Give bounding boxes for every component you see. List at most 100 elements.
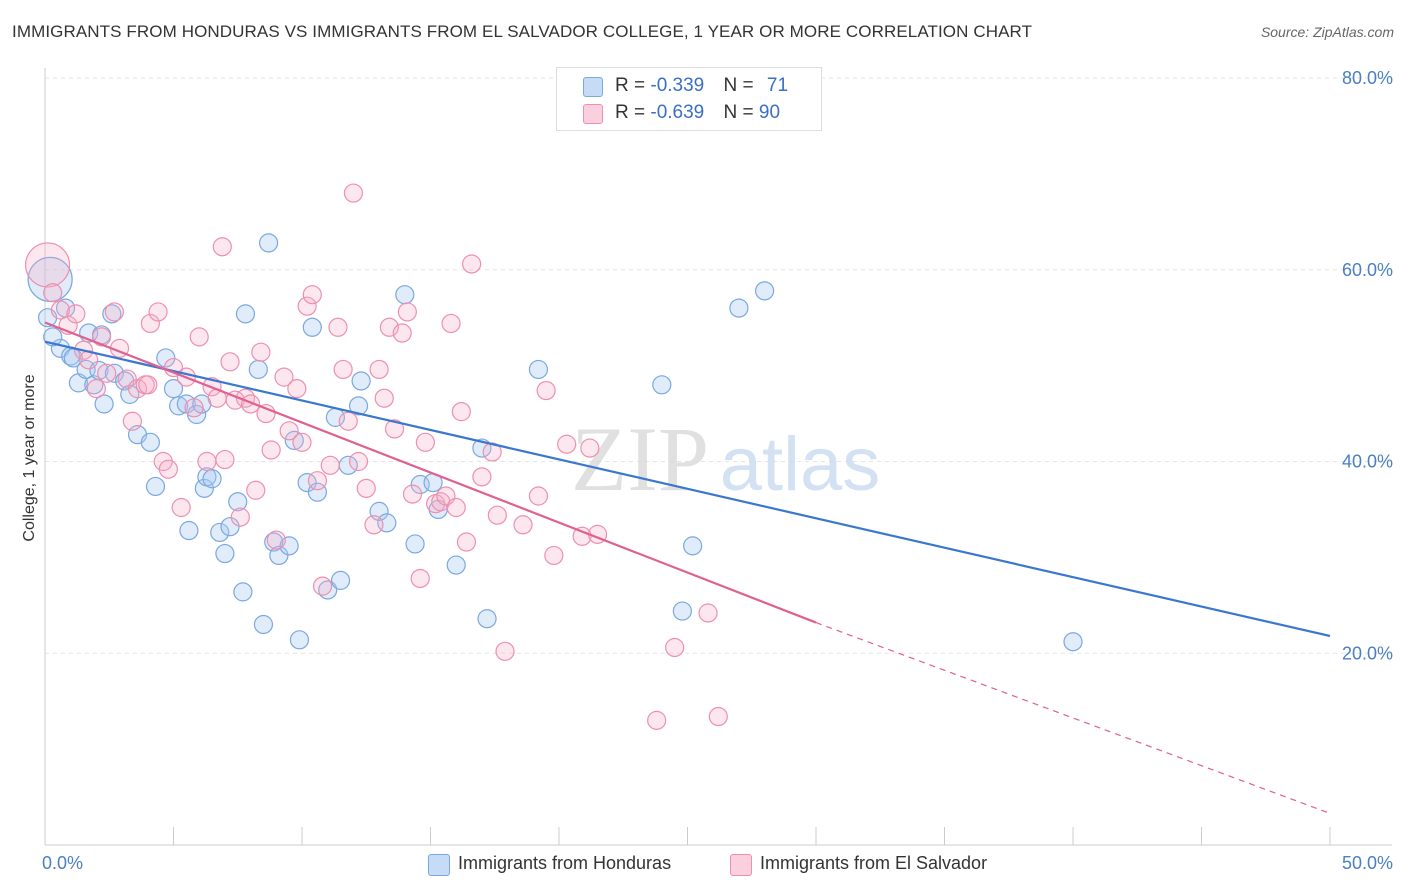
legend-n-value: 71 xyxy=(766,75,789,96)
point-el-salvador xyxy=(104,302,124,322)
point-honduras xyxy=(94,394,114,414)
point-honduras xyxy=(156,348,176,368)
point-el-salvador xyxy=(364,515,384,535)
chart-title: IMMIGRANTS FROM HONDURAS VS IMMIGRANTS F… xyxy=(12,22,1033,41)
legend-n-label: N = xyxy=(723,102,759,123)
point-el-salvador xyxy=(297,296,317,316)
trend-line-el-salvador xyxy=(44,321,817,624)
point-honduras xyxy=(215,543,235,564)
point-el-salvador xyxy=(495,641,515,661)
point-el-salvador xyxy=(415,432,435,452)
point-el-salvador xyxy=(446,497,466,518)
point-el-salvador xyxy=(647,710,667,730)
point-el-salvador xyxy=(392,323,412,343)
point-el-salvador xyxy=(140,313,160,334)
point-el-salvador xyxy=(279,421,299,441)
watermark-zip: ZIP xyxy=(571,408,709,510)
legend-swatch-honduras xyxy=(583,77,603,97)
trend-line-el-salvador-extension xyxy=(815,622,1331,814)
point-honduras xyxy=(145,476,166,497)
point-el-salvador xyxy=(184,398,204,418)
point-honduras xyxy=(307,482,328,502)
watermark: ZIP atlas xyxy=(571,408,880,510)
point-el-salvador xyxy=(456,532,477,552)
point-el-salvador xyxy=(91,327,112,347)
point-honduras xyxy=(672,601,692,621)
point-el-salvador xyxy=(256,403,276,424)
point-el-salvador xyxy=(572,526,592,546)
point-el-salvador xyxy=(374,388,394,408)
point-el-salvador xyxy=(189,327,209,347)
point-honduras xyxy=(652,375,672,395)
point-el-salvador xyxy=(138,375,158,395)
point-honduras xyxy=(528,359,549,380)
point-el-salvador xyxy=(261,440,281,460)
point-honduras xyxy=(220,517,240,537)
series-label-honduras: Immigrants from Honduras xyxy=(458,853,672,873)
point-el-salvador xyxy=(197,451,217,472)
point-el-salvador xyxy=(343,183,363,203)
series-swatch-el-salvador xyxy=(730,854,752,876)
point-honduras xyxy=(140,432,160,452)
point-el-salvador xyxy=(397,302,417,322)
watermark-atlas: atlas xyxy=(720,422,881,507)
y-tick-label: 40.0% xyxy=(1342,452,1393,472)
point-el-salvador xyxy=(462,254,482,274)
point-el-salvador xyxy=(122,411,142,431)
point-honduras xyxy=(202,469,222,489)
point-el-salvador xyxy=(369,359,389,380)
point-el-salvador xyxy=(410,568,430,589)
point-el-salvador xyxy=(348,451,369,472)
point-el-salvador xyxy=(251,342,271,362)
point-honduras xyxy=(228,492,248,512)
point-el-salvador xyxy=(536,380,556,401)
point-el-salvador xyxy=(50,300,71,320)
y-tick-label: 20.0% xyxy=(1342,643,1393,663)
point-el-salvador xyxy=(513,515,533,535)
point-honduras xyxy=(210,522,230,543)
point-honduras xyxy=(1063,632,1083,652)
series-legend: Immigrants from Honduras Immigrants from… xyxy=(0,852,1406,878)
point-el-salvador xyxy=(220,352,240,372)
point-honduras xyxy=(269,545,289,566)
trend-lines xyxy=(44,321,1331,814)
point-el-salvador xyxy=(307,471,328,491)
legend-swatch-el-salvador xyxy=(583,104,603,124)
point-honduras xyxy=(405,534,425,554)
source-label: Source: ZipAtlas.com xyxy=(1260,24,1394,40)
point-el-salvador xyxy=(266,530,286,550)
point-honduras xyxy=(284,430,304,451)
point-el-salvador xyxy=(528,486,549,506)
point-honduras xyxy=(446,555,466,575)
point-el-salvador xyxy=(441,313,461,334)
x-tick-label-min: 0.0% xyxy=(42,853,83,873)
point-el-salvador xyxy=(312,576,333,596)
point-el-salvador xyxy=(698,603,718,623)
point-honduras xyxy=(289,630,310,650)
point-el-salvador xyxy=(356,478,376,498)
point-honduras xyxy=(351,371,371,391)
point-el-salvador xyxy=(482,442,502,462)
point-el-salvador xyxy=(580,438,600,458)
point-el-salvador xyxy=(158,459,178,479)
legend-r-label: R = xyxy=(615,102,651,123)
point-el-salvador xyxy=(451,402,471,422)
point-el-salvador xyxy=(557,434,577,454)
point-honduras xyxy=(233,582,253,602)
point-el-salvador xyxy=(274,367,294,387)
point-el-salvador xyxy=(320,455,340,475)
point-el-salvador xyxy=(328,317,348,337)
grid xyxy=(45,77,1392,654)
point-honduras xyxy=(302,317,322,337)
point-el-salvador xyxy=(544,545,564,566)
point-el-salvador xyxy=(215,449,235,470)
y-tick-label: 80.0% xyxy=(1342,68,1393,88)
point-el-salvador xyxy=(241,394,261,414)
legend-n-value: 90 xyxy=(758,102,781,123)
point-el-salvador xyxy=(43,283,63,303)
point-el-salvador xyxy=(212,237,232,257)
x-tick-label-max: 50.0% xyxy=(1342,853,1393,873)
point-el-salvador xyxy=(148,302,168,322)
point-honduras xyxy=(683,536,703,556)
point-honduras xyxy=(754,281,775,301)
